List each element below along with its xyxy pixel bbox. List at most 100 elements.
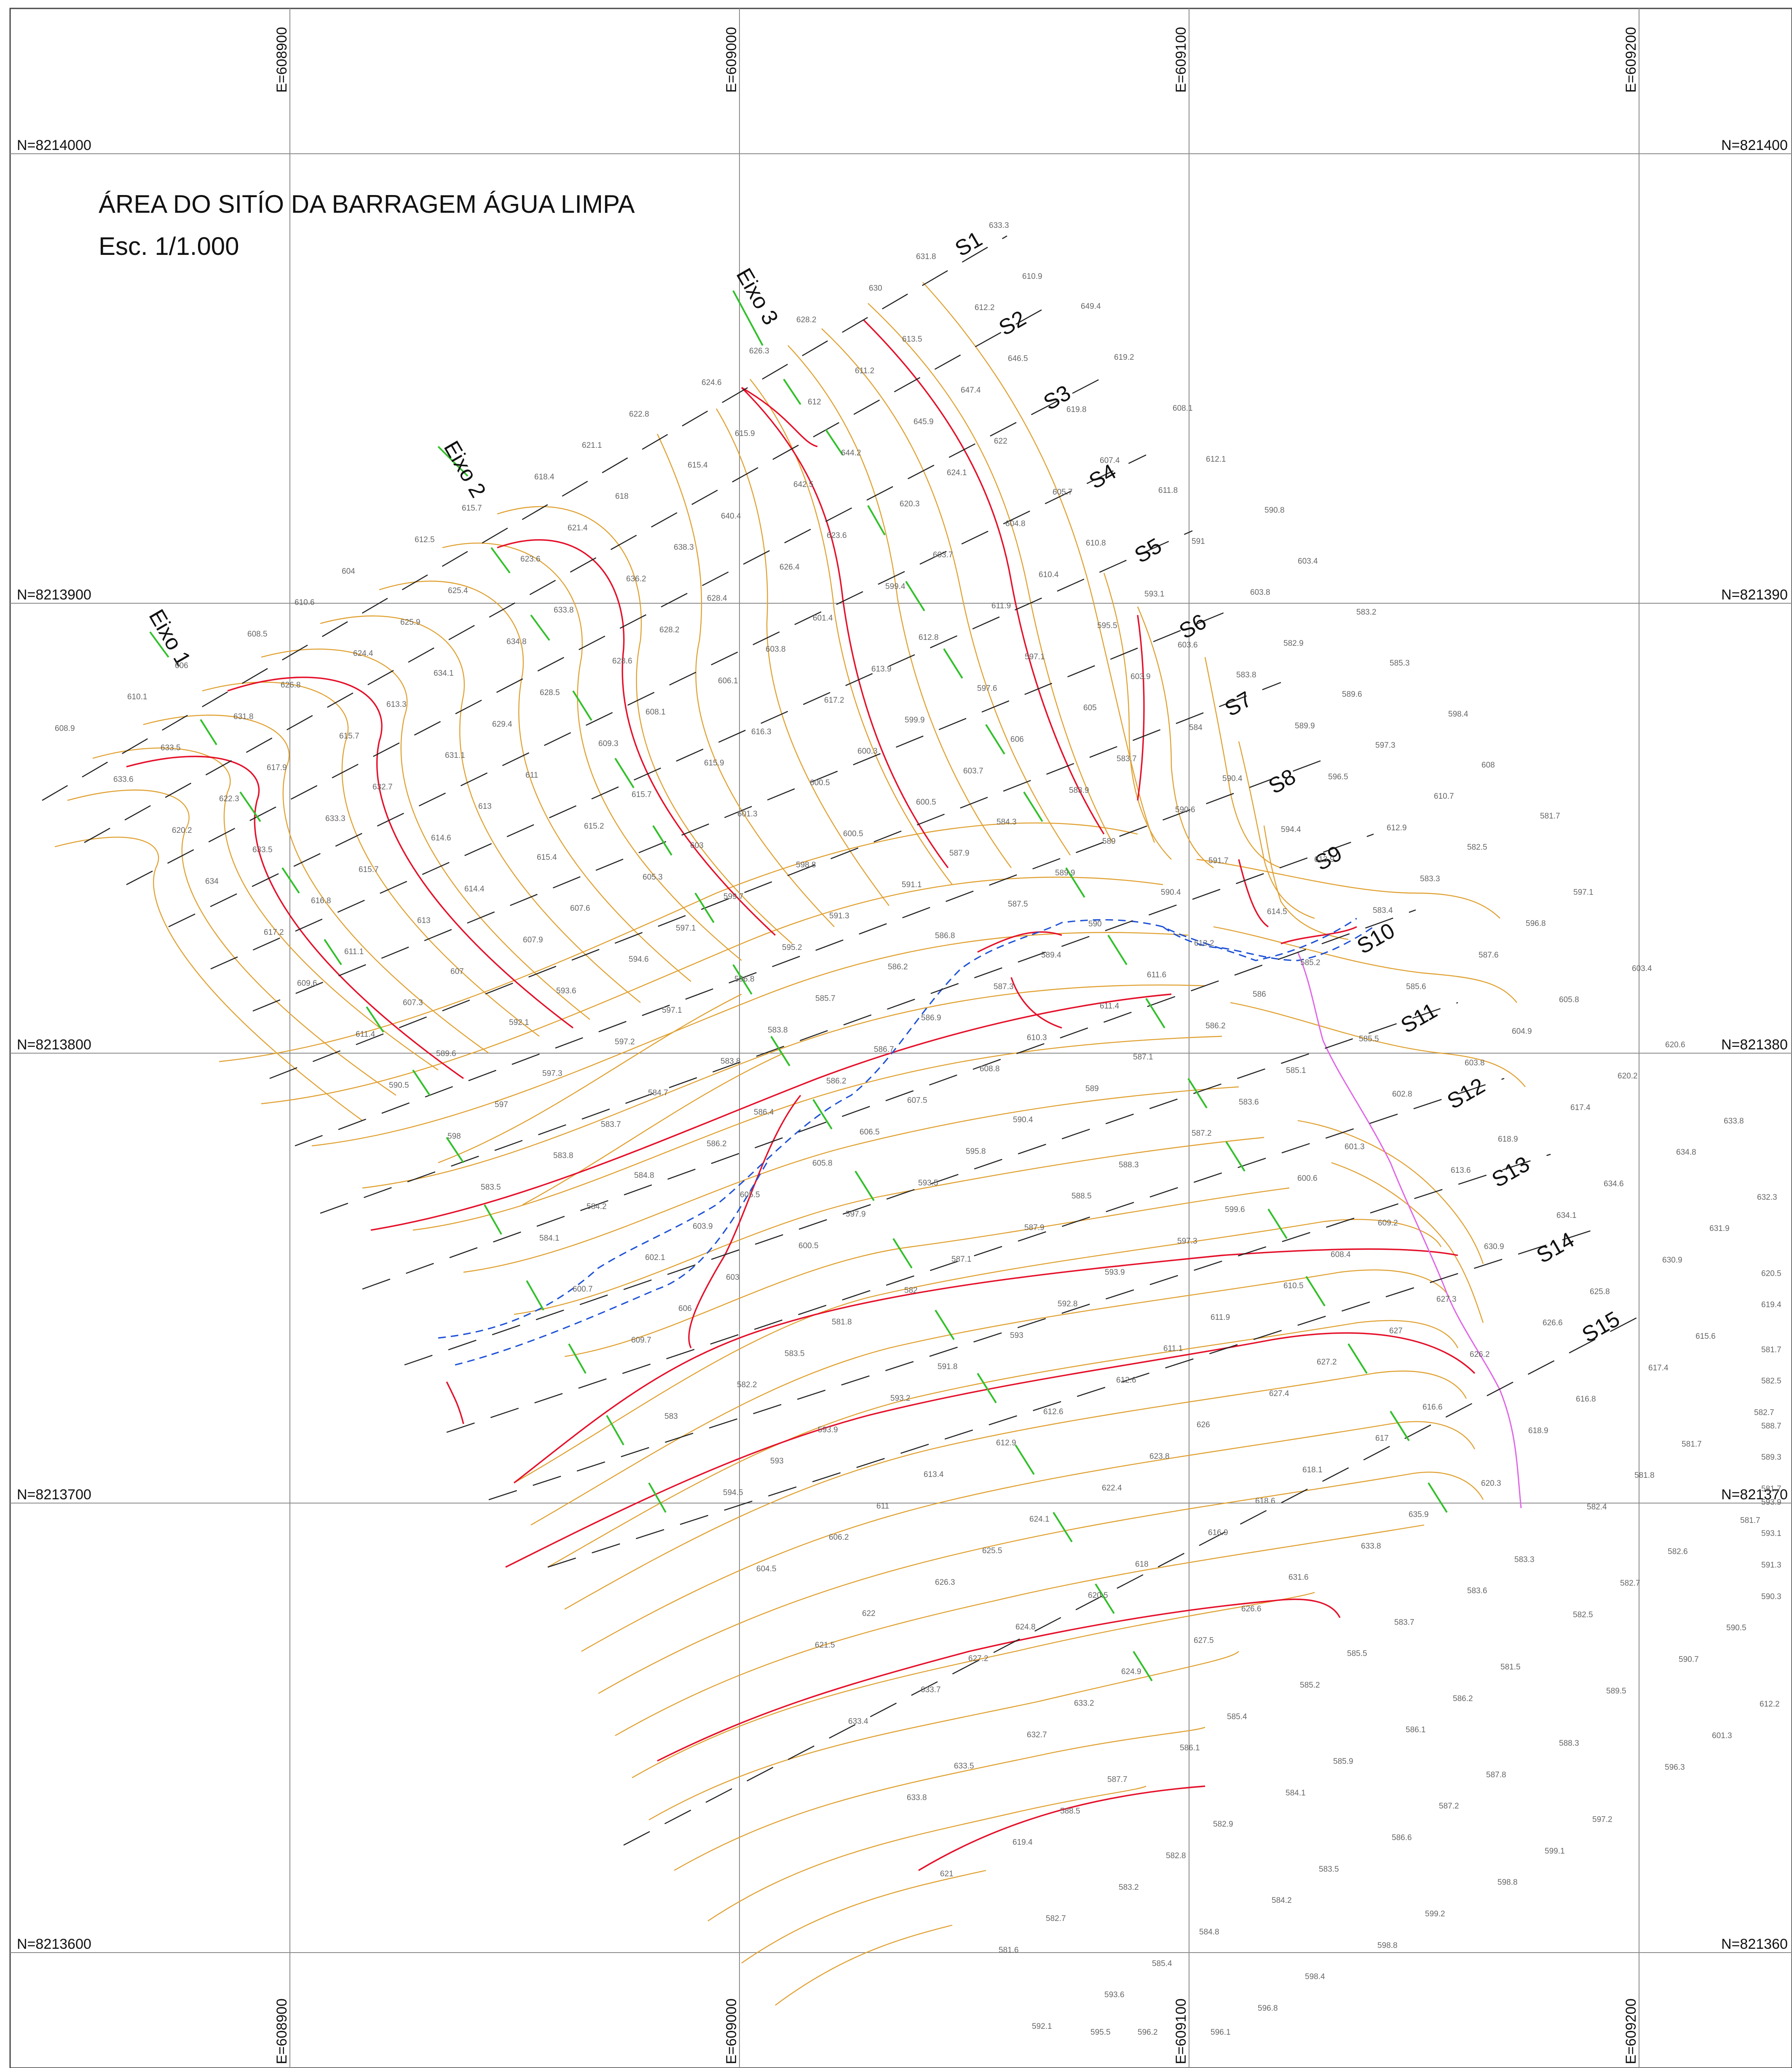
spot-elevation-label: 594.5 — [723, 1488, 743, 1497]
spot-elevation-label: 605.7 — [1053, 488, 1073, 497]
spot-elevation-label: 585.2 — [1300, 1681, 1320, 1690]
spot-elevation-label: 615.2 — [584, 822, 604, 831]
spot-elevation-label: 622.4 — [1102, 1484, 1122, 1493]
spot-elevation-label: 610.8 — [1086, 539, 1106, 548]
spot-elevation-label: 646.5 — [1008, 354, 1028, 363]
spot-elevation-label: 582.7 — [1046, 1914, 1066, 1923]
spot-elevation-label: 626.4 — [779, 563, 800, 572]
dam-axis-ticks — [149, 290, 1448, 1682]
spot-elevation-label: 625.9 — [400, 618, 421, 627]
spot-elevation-label: 634.1 — [1556, 1211, 1577, 1220]
spot-elevation-label: 624.9 — [1121, 1667, 1141, 1676]
spot-elevation-label: 583.9 — [1069, 786, 1089, 795]
spot-elevation-label: 611.9 — [991, 602, 1011, 610]
spot-elevation-label: 601.3 — [1345, 1142, 1365, 1151]
spot-elevation-label: 587.6 — [1479, 951, 1499, 960]
spot-elevation-label: 610.1 — [127, 693, 147, 701]
spot-elevation-label: 583.8 — [721, 1057, 741, 1066]
spot-elevation-label: 612.8 — [919, 633, 939, 642]
spot-elevation-label: 594.6 — [629, 955, 649, 964]
spot-elevation-label: 597.1 — [676, 924, 696, 933]
spot-elevation-label: 620.2 — [172, 826, 192, 835]
spot-elevation-label: 645.9 — [913, 417, 934, 426]
spot-elevation-label: 611.1 — [1163, 1344, 1183, 1353]
spot-elevation-label: 583.7 — [1117, 754, 1137, 763]
spot-elevation-label: 582.6 — [1668, 1547, 1688, 1556]
spot-elevation-label: 583.2 — [1356, 608, 1377, 617]
spot-elevation-label: 615.9 — [735, 429, 755, 438]
spot-elevation-label: 644.2 — [841, 449, 861, 457]
spot-elevation-label: 606.1 — [718, 677, 738, 685]
spot-elevation-label: 593 — [1010, 1331, 1023, 1340]
spot-elevation-label: 603.4 — [1632, 964, 1652, 973]
spot-elevation-label: 632.3 — [1757, 1193, 1777, 1202]
spot-elevation-label: 618.4 — [534, 473, 554, 482]
spot-elevation-label: 591 — [1192, 537, 1205, 546]
spot-elevation-label: 593.5 — [918, 1179, 938, 1188]
spot-elevation-label: 590.5 — [389, 1081, 409, 1090]
spot-elevation-label: 619.4 — [1761, 1300, 1781, 1309]
spot-elevation-label: 604.5 — [756, 1565, 777, 1573]
spot-elevation-label: 599.4 — [885, 582, 905, 591]
spot-elevation-label: 616.6 — [1422, 1403, 1443, 1412]
spot-elevation-label: 617.4 — [1570, 1103, 1591, 1112]
spot-elevation-label: 597.3 — [1177, 1237, 1197, 1246]
spot-elevation-label: 608.1 — [646, 708, 666, 717]
spot-elevation-label: 615.7 — [339, 732, 359, 741]
spot-elevation-label: 620.3 — [900, 500, 920, 508]
spot-elevation-label: 626.2 — [1470, 1350, 1490, 1359]
spot-elevation-label: 605.3 — [643, 873, 663, 882]
spot-elevation-label: 606 — [175, 661, 188, 670]
spot-elevation-label: 589.6 — [1342, 690, 1362, 699]
spot-elevation-label: 596.3 — [1665, 1763, 1685, 1772]
spot-elevation-label: 596.8 — [734, 975, 755, 984]
spot-elevation-label: 593.6 — [1104, 1990, 1125, 1999]
spot-elevation-label: 612 — [808, 398, 821, 407]
spot-elevation-label: 590.7 — [1679, 1655, 1699, 1664]
spot-elevation-label: 612.2 — [1760, 1700, 1780, 1709]
spot-elevation-label: 596.2 — [1138, 2028, 1158, 2037]
spot-elevation-label: 601.3 — [1712, 1731, 1732, 1740]
spot-elevation-label: 642.5 — [793, 480, 814, 489]
spot-elevation-label: 603 — [690, 841, 704, 850]
spot-elevation-label: 621.5 — [815, 1641, 835, 1650]
spot-elevation-label: 586.2 — [888, 963, 908, 971]
spot-elevation-label: 627.4 — [1269, 1389, 1289, 1398]
spot-elevation-label: 609.7 — [631, 1336, 651, 1345]
spot-elevation-label: 612.9 — [996, 1439, 1016, 1447]
spot-elevation-label: 607.5 — [907, 1096, 927, 1105]
spot-elevation-label: 622 — [862, 1609, 876, 1618]
northing-labels-right: N=821400 N=821390 N=821380 N=821370 N=82… — [1721, 137, 1788, 1952]
spot-elevation-label: 632.7 — [372, 783, 393, 792]
spot-elevation-label: 582.5 — [1573, 1611, 1593, 1619]
spot-elevation-label: 597 — [495, 1100, 508, 1109]
spot-elevation-label: 610.9 — [1022, 272, 1042, 281]
section-label-s12: S12 — [1443, 1073, 1489, 1114]
easting-labels-bottom: E=608900 E=609000 E=609100 E=609200 — [274, 1998, 1639, 2064]
spot-elevation-label: 632.7 — [1027, 1731, 1047, 1739]
spot-elevation-label: 591.1 — [902, 880, 922, 889]
spot-elevation-label: 610.5 — [1283, 1281, 1304, 1290]
spot-elevation-label: 611 — [525, 771, 538, 780]
spot-elevation-label: 614.4 — [464, 885, 485, 894]
spot-elevation-label: 612.6 — [1043, 1407, 1063, 1416]
spot-elevation-label: 616.8 — [311, 896, 331, 905]
spot-elevation-label: 597.6 — [977, 684, 997, 693]
spot-elevation-label: 633.4 — [848, 1717, 868, 1726]
spot-elevation-label: 620.6 — [1665, 1041, 1685, 1049]
spot-elevation-label: 588.5 — [1071, 1192, 1092, 1201]
section-label-s15: S15 — [1578, 1307, 1624, 1347]
spot-elevation-label: 598.8 — [1497, 1878, 1518, 1887]
section-label-s2: S2 — [995, 306, 1030, 340]
spot-elevation-label: 596.5 — [1328, 773, 1348, 781]
spot-elevation-label: 597.3 — [542, 1069, 563, 1078]
spot-elevation-label: 618.9 — [1528, 1426, 1548, 1435]
easting-label: E=609000 — [723, 27, 739, 93]
spot-elevation-label: 582.7 — [1754, 1408, 1774, 1417]
spot-elevation-label: 586.1 — [1406, 1726, 1426, 1734]
spot-elevation-label: 585.1 — [1286, 1066, 1306, 1075]
spot-elevation-label: 589 — [1102, 837, 1116, 846]
spot-elevation-label: 627.2 — [1317, 1358, 1337, 1367]
spot-elevation-label: 608.5 — [247, 630, 268, 639]
northing-labels-left: N=8214000 N=8213900 N=8213800 N=8213700 … — [17, 137, 91, 1952]
